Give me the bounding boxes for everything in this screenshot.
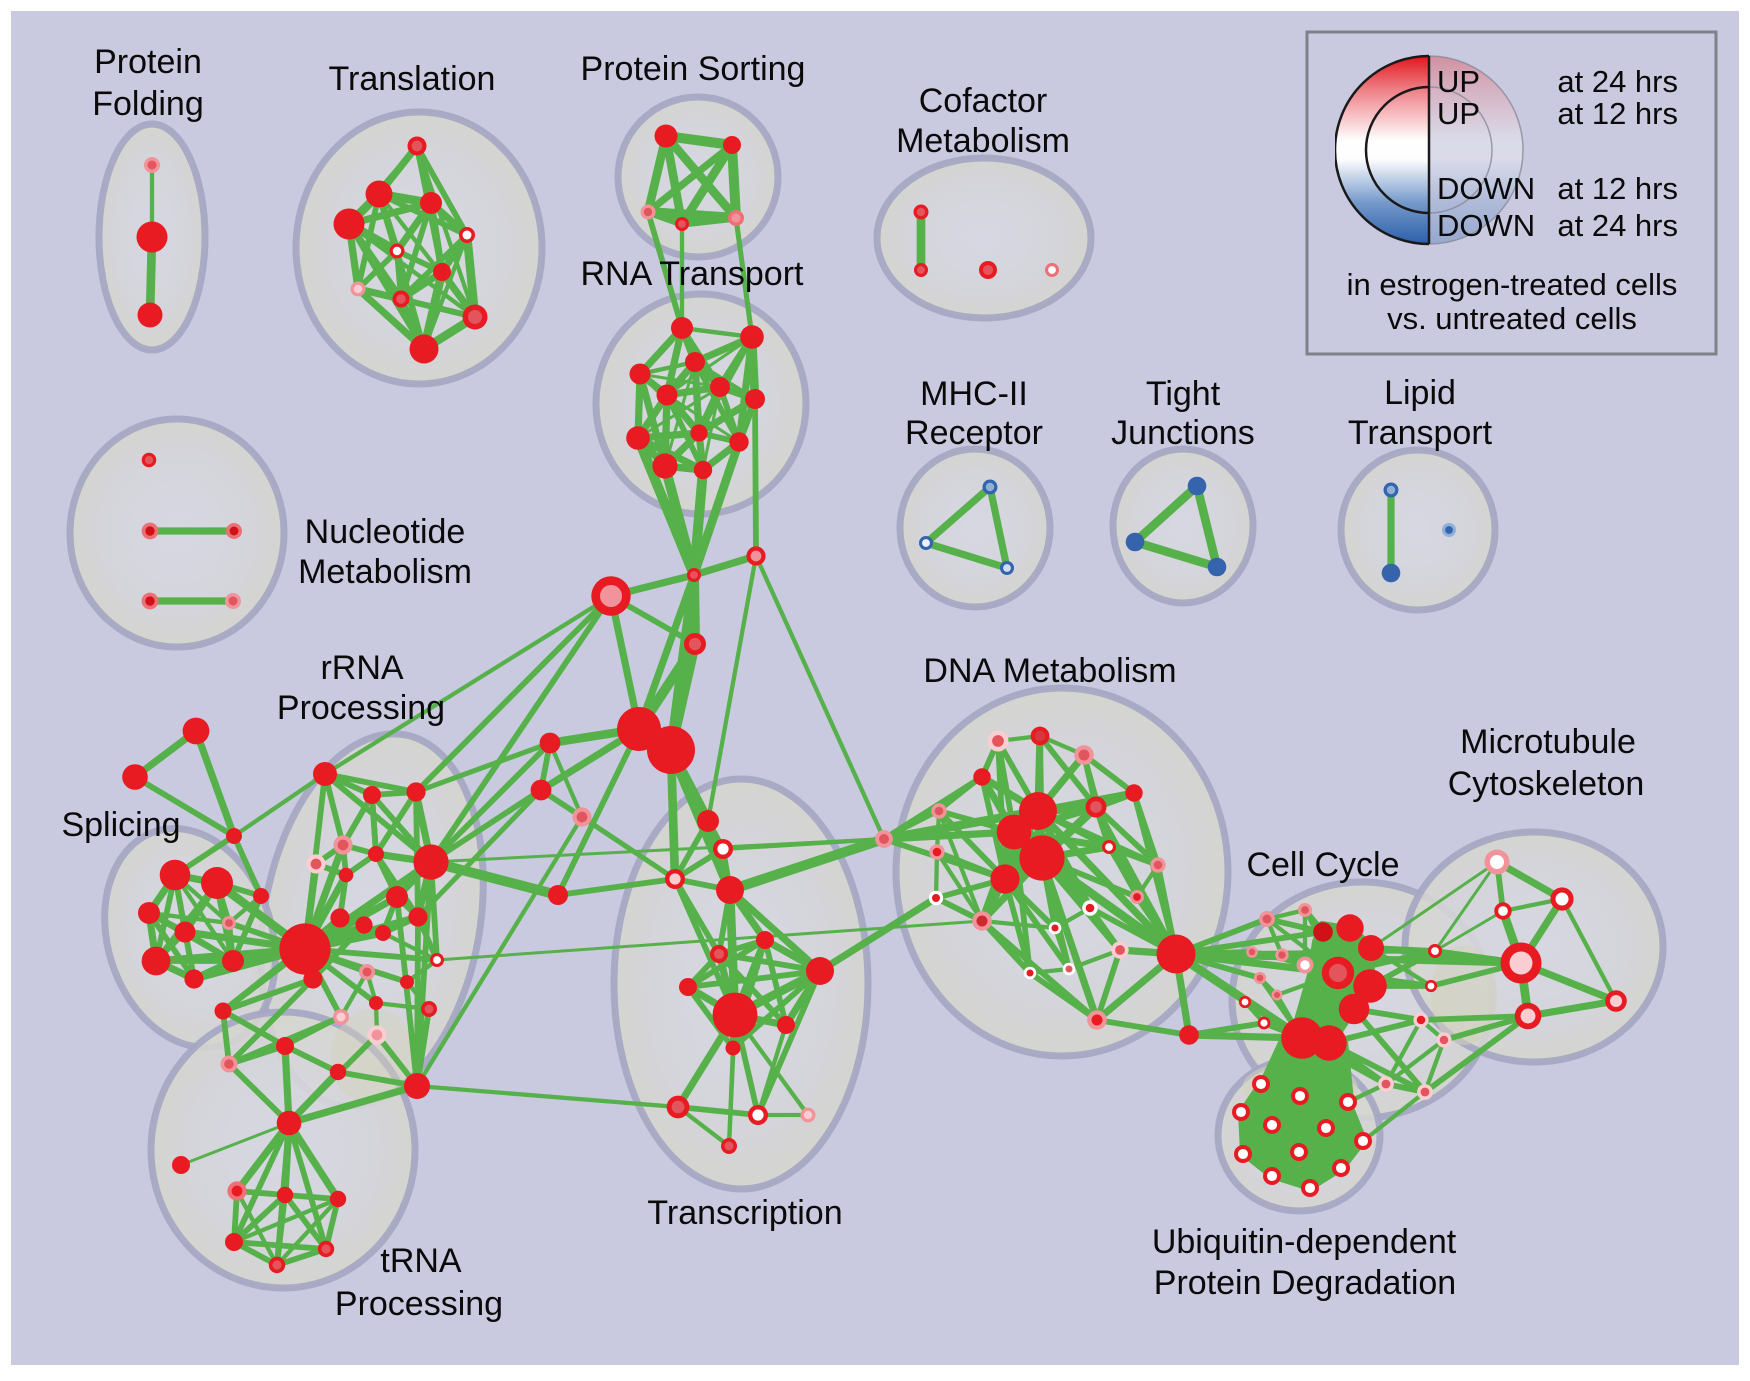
svg-text:UP: UP xyxy=(1437,96,1480,131)
svg-text:Splicing: Splicing xyxy=(61,806,180,844)
svg-text:Cytoskeleton: Cytoskeleton xyxy=(1448,765,1645,803)
svg-text:MHC-II: MHC-II xyxy=(920,375,1028,413)
svg-text:Nucleotide: Nucleotide xyxy=(305,513,466,551)
svg-text:Lipid: Lipid xyxy=(1384,374,1456,412)
svg-text:Tight: Tight xyxy=(1146,375,1221,413)
svg-text:UP: UP xyxy=(1437,64,1480,99)
svg-text:Processing: Processing xyxy=(335,1285,503,1323)
svg-text:vs. untreated cells: vs. untreated cells xyxy=(1387,301,1637,336)
svg-text:at 12 hrs: at 12 hrs xyxy=(1557,171,1678,206)
svg-text:rRNA: rRNA xyxy=(320,649,403,687)
svg-text:Protein: Protein xyxy=(94,43,202,81)
svg-text:Processing: Processing xyxy=(277,689,445,727)
svg-text:Receptor: Receptor xyxy=(905,414,1043,452)
svg-text:Transcription: Transcription xyxy=(647,1194,842,1232)
svg-text:at 24 hrs: at 24 hrs xyxy=(1557,64,1678,99)
svg-text:Metabolism: Metabolism xyxy=(896,122,1070,160)
svg-text:DNA Metabolism: DNA Metabolism xyxy=(923,652,1176,690)
svg-text:Transport: Transport xyxy=(1348,414,1493,452)
svg-text:Translation: Translation xyxy=(329,60,496,98)
svg-text:Protein Sorting: Protein Sorting xyxy=(581,50,806,88)
svg-text:Folding: Folding xyxy=(92,85,204,123)
svg-text:at 24 hrs: at 24 hrs xyxy=(1557,208,1678,243)
svg-text:Microtubule: Microtubule xyxy=(1460,723,1636,761)
svg-text:in estrogen-treated cells: in estrogen-treated cells xyxy=(1347,267,1678,302)
svg-text:RNA Transport: RNA Transport xyxy=(581,255,805,293)
svg-text:DOWN: DOWN xyxy=(1437,208,1535,243)
svg-text:Junctions: Junctions xyxy=(1111,414,1255,452)
svg-text:Cofactor: Cofactor xyxy=(919,82,1048,120)
svg-text:Cell Cycle: Cell Cycle xyxy=(1246,846,1399,884)
svg-text:tRNA: tRNA xyxy=(380,1242,462,1280)
svg-text:Protein Degradation: Protein Degradation xyxy=(1154,1264,1456,1302)
svg-text:Metabolism: Metabolism xyxy=(298,553,472,591)
svg-text:at 12 hrs: at 12 hrs xyxy=(1557,96,1678,131)
svg-text:DOWN: DOWN xyxy=(1437,171,1535,206)
svg-text:Ubiquitin-dependent: Ubiquitin-dependent xyxy=(1152,1223,1457,1261)
